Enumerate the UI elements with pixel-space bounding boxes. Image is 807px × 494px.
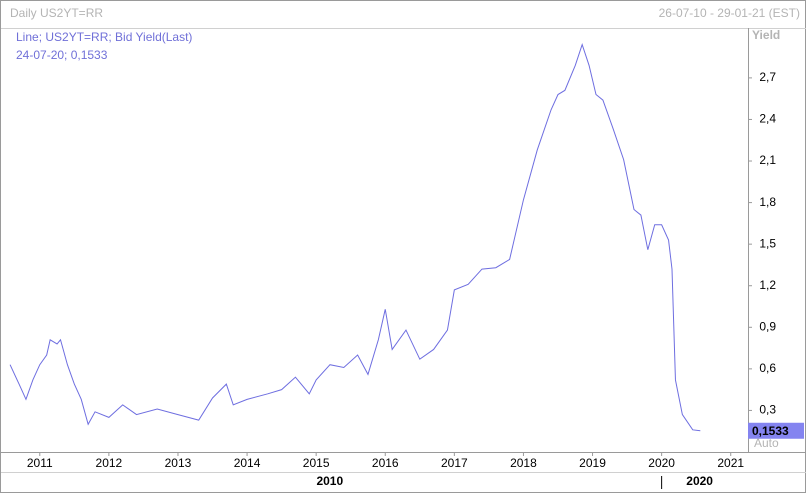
period-label: 2010 — [316, 474, 343, 488]
y-tick-label: 1,8 — [759, 195, 776, 209]
period-label: 2020 — [686, 474, 713, 488]
y-axis-label: Yield — [752, 28, 780, 42]
y-tick-label: 0,3 — [759, 403, 776, 417]
legend-line: 24-07-20; 0,1533 — [16, 48, 108, 62]
x-tick-label: 2012 — [96, 456, 123, 470]
legend-line: Line; US2YT=RR; Bid Yield(Last) — [16, 30, 192, 44]
y-tick-label: 1,2 — [759, 278, 776, 292]
last-value-label: 0,1533 — [752, 424, 789, 438]
x-tick-label: 2017 — [441, 456, 468, 470]
x-tick-label: 2018 — [510, 456, 537, 470]
x-tick-label: 2011 — [27, 456, 53, 470]
last-value-tag — [748, 422, 804, 439]
x-tick-label: 2015 — [303, 456, 330, 470]
scale-mode: Auto — [754, 436, 779, 450]
y-tick-label: 2,1 — [759, 153, 776, 167]
y-tick-label: 2,4 — [759, 112, 776, 126]
x-tick-label: 2013 — [165, 456, 192, 470]
x-tick-label: 2021 — [717, 456, 744, 470]
chart-subtitle: 26-07-10 - 29-01-21 (EST) — [659, 6, 800, 20]
y-tick-label: 0,9 — [759, 319, 776, 333]
y-tick-label: 0,6 — [759, 361, 776, 375]
x-tick-label: 2014 — [234, 456, 261, 470]
chart-title: Daily US2YT=RR — [10, 6, 103, 20]
series-line — [9, 43, 701, 432]
y-tick-label: 1,5 — [759, 236, 776, 250]
x-tick-label: 2016 — [372, 456, 399, 470]
y-tick-label: 2,7 — [759, 70, 776, 84]
x-tick-label: 2020 — [648, 456, 675, 470]
x-tick-label: 2019 — [579, 456, 606, 470]
